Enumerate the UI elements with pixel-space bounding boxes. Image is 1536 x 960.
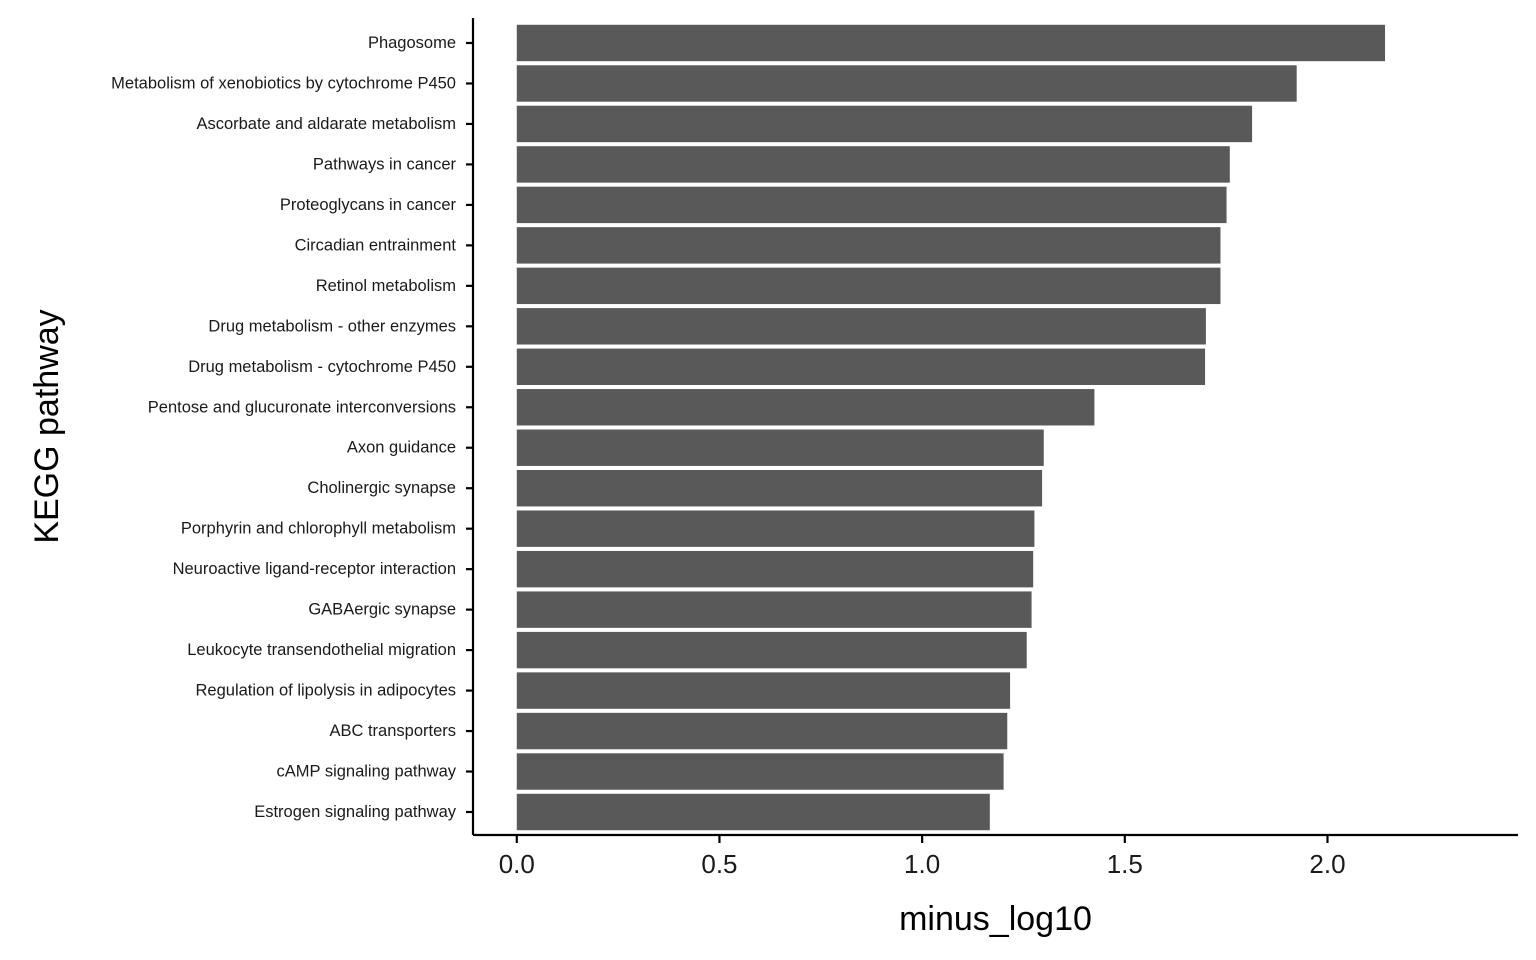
- bar: [516, 65, 1297, 102]
- x-tick-label: 2.0: [1309, 849, 1345, 879]
- x-tick-label: 0.0: [499, 849, 535, 879]
- bar: [516, 753, 1004, 790]
- category-label: Regulation of lipolysis in adipocytes: [196, 682, 456, 700]
- category-label: Drug metabolism - other enzymes: [208, 317, 456, 335]
- bar: [516, 510, 1035, 547]
- x-tick-label: 1.5: [1107, 849, 1143, 879]
- x-tick-label: 0.5: [701, 849, 737, 879]
- y-tick-marks: [466, 41, 473, 814]
- bar: [516, 308, 1206, 345]
- category-label: Pentose and glucuronate interconversions: [148, 398, 456, 416]
- bar: [516, 348, 1206, 386]
- bar: [516, 793, 990, 831]
- category-label: Cholinergic synapse: [307, 479, 456, 497]
- category-label: Ascorbate and aldarate metabolism: [196, 115, 456, 133]
- category-label: Estrogen signaling pathway: [254, 803, 457, 821]
- bar: [516, 186, 1227, 224]
- bar: [516, 631, 1027, 669]
- category-label: GABAergic synapse: [308, 601, 456, 619]
- category-label: Leukocyte transendothelial migration: [187, 641, 456, 659]
- category-label: Proteoglycans in cancer: [280, 196, 457, 214]
- bar: [516, 267, 1221, 305]
- category-label: Porphyrin and chlorophyll metabolism: [181, 520, 456, 538]
- bar: [516, 227, 1221, 264]
- category-label: Circadian entrainment: [295, 236, 457, 254]
- bar: [516, 591, 1032, 628]
- bar: [516, 146, 1230, 183]
- category-label: Phagosome: [368, 34, 456, 52]
- bar: [516, 469, 1043, 507]
- y-axis-title: KEGG pathway: [28, 309, 66, 543]
- category-labels: Phagosome Metabolism of xenobiotics by cy…: [111, 34, 457, 821]
- category-label: Axon guidance: [347, 439, 456, 457]
- bar: [516, 550, 1034, 588]
- bar: [516, 24, 1386, 62]
- bars-group: [516, 24, 1386, 831]
- category-label: Drug metabolism - cytochrome P450: [188, 358, 456, 376]
- bar: [516, 712, 1008, 750]
- category-label: Retinol metabolism: [316, 277, 456, 295]
- bar: [516, 672, 1011, 709]
- category-label: Pathways in cancer: [313, 155, 457, 173]
- bar: [516, 105, 1253, 143]
- category-label: Neuroactive ligand-receptor interaction: [173, 560, 456, 578]
- category-label: cAMP signaling pathway: [277, 763, 457, 781]
- bar: [516, 429, 1044, 466]
- bar: [516, 389, 1095, 426]
- x-axis-title: minus_log10: [899, 900, 1092, 938]
- category-label: ABC transporters: [329, 722, 456, 740]
- category-label: Metabolism of xenobiotics by cytochrome …: [111, 74, 456, 92]
- x-ticks-group: 0.0 0.5 1.0 1.5 2.0: [499, 835, 1346, 879]
- x-tick-label: 1.0: [904, 849, 940, 879]
